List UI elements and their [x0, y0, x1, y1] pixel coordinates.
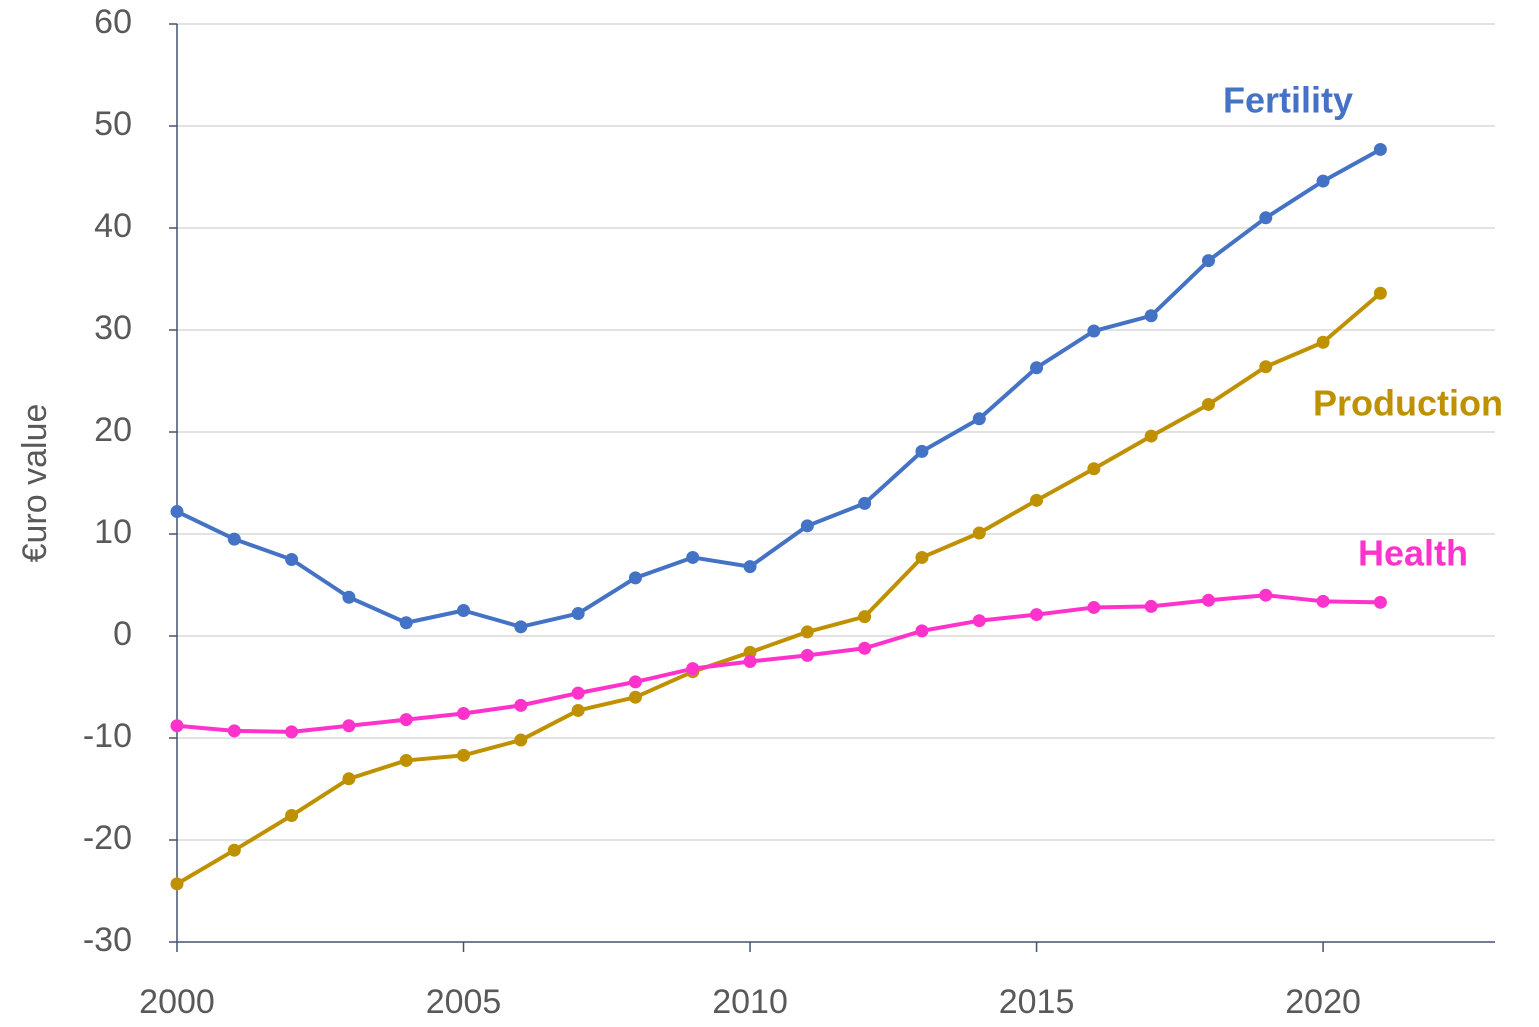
point — [342, 719, 356, 733]
x-tick-label: 2000 — [139, 983, 215, 1021]
point — [972, 412, 986, 426]
point — [1259, 360, 1273, 374]
point — [285, 725, 299, 739]
point — [1030, 608, 1044, 622]
point — [1030, 493, 1044, 507]
point — [514, 698, 528, 712]
series-line — [176, 147, 1382, 629]
point — [1030, 361, 1044, 375]
point — [915, 624, 929, 638]
point — [628, 675, 642, 689]
point — [915, 550, 929, 564]
x-tick-label: 2020 — [1285, 983, 1361, 1021]
point — [1259, 588, 1273, 602]
point — [1316, 335, 1330, 349]
point — [399, 713, 413, 727]
point — [743, 645, 757, 659]
point — [399, 753, 413, 767]
point — [743, 655, 757, 668]
series-label: Health — [1358, 533, 1468, 574]
point — [858, 641, 872, 655]
point — [686, 662, 700, 676]
point — [800, 519, 814, 533]
y-axis-label: €uro value — [16, 404, 54, 563]
point — [457, 707, 471, 721]
point — [285, 553, 299, 566]
point — [743, 560, 757, 574]
series-label: Production — [1313, 383, 1503, 424]
point — [571, 607, 585, 621]
series-line — [176, 593, 1381, 734]
point — [800, 648, 814, 662]
point — [1087, 462, 1101, 476]
point — [342, 590, 356, 604]
point — [628, 690, 642, 704]
point — [227, 724, 241, 738]
y-tick-label: 30 — [94, 309, 132, 347]
point — [457, 604, 471, 617]
point — [858, 610, 872, 624]
y-tick-label: -30 — [83, 921, 132, 959]
point — [227, 532, 241, 546]
y-tick-label: -20 — [83, 819, 132, 857]
point — [227, 843, 241, 857]
point — [170, 877, 184, 891]
y-tick-label: 50 — [94, 105, 132, 143]
point — [628, 571, 642, 585]
point — [457, 748, 471, 762]
point — [1144, 429, 1158, 443]
point — [514, 620, 528, 634]
y-tick-label: 60 — [94, 3, 132, 41]
point — [399, 616, 413, 630]
point — [858, 496, 872, 510]
y-tick-label: 20 — [94, 411, 132, 449]
y-tick-label: 40 — [94, 207, 132, 245]
x-tick-label: 2010 — [712, 983, 788, 1021]
point — [170, 719, 184, 733]
point — [1144, 309, 1158, 323]
point — [800, 625, 814, 639]
point — [571, 703, 585, 717]
point — [1373, 142, 1387, 156]
x-tick-label: 2005 — [426, 983, 502, 1021]
point — [972, 614, 986, 628]
point — [514, 733, 528, 747]
y-tick-label: -10 — [83, 717, 132, 755]
point — [342, 772, 356, 786]
point — [1201, 254, 1215, 268]
x-tick-label: 2015 — [999, 983, 1075, 1021]
point — [170, 505, 184, 519]
point — [571, 686, 585, 700]
point — [1373, 286, 1387, 300]
point — [915, 444, 929, 458]
point — [972, 526, 986, 540]
point — [1087, 600, 1101, 614]
point — [1144, 599, 1158, 613]
point — [1087, 324, 1101, 338]
y-tick-label: 10 — [94, 513, 132, 551]
point — [686, 550, 700, 564]
point — [1259, 211, 1273, 225]
series-label: Fertility — [1223, 80, 1353, 121]
series-line — [175, 291, 1382, 886]
point — [1316, 174, 1330, 188]
point — [1373, 595, 1387, 609]
point — [285, 809, 299, 823]
point — [1316, 594, 1330, 608]
y-tick-label: 0 — [113, 615, 132, 653]
point — [1201, 593, 1215, 607]
point — [1201, 397, 1215, 411]
